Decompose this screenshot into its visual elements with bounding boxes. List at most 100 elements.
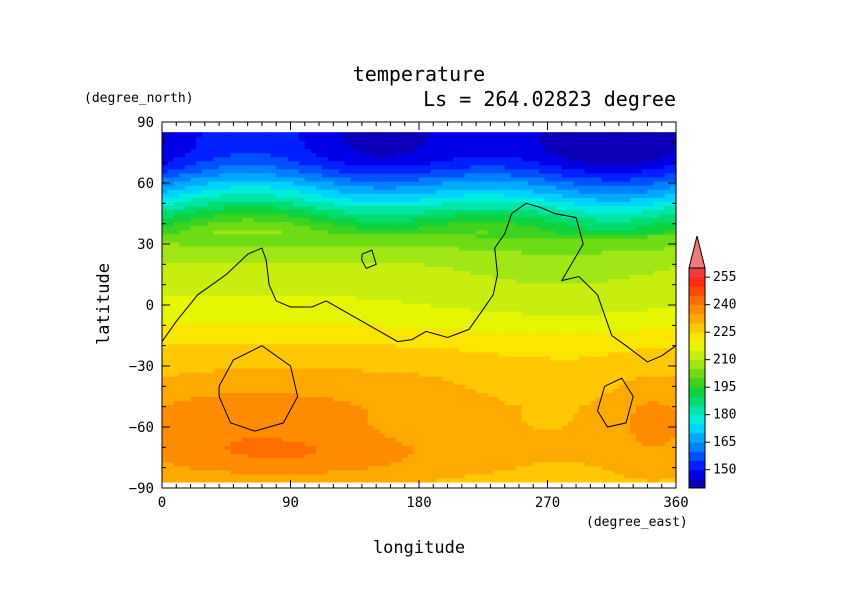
field-cell [407,172,414,178]
field-cell [179,246,186,251]
field-cell [190,246,197,251]
field-cell [299,132,306,137]
field-cell [447,359,454,365]
field-cell [481,359,489,365]
field-cell [424,437,432,442]
field-cell [167,225,175,231]
field-cell [201,392,209,398]
field-cell [247,453,254,459]
field-cell [481,408,489,414]
field-cell [173,144,180,150]
field-cell [287,193,294,198]
field-cell [270,144,277,150]
field-cell [224,339,232,345]
field-cell [270,359,277,365]
field-cell [241,136,249,141]
field-cell [356,189,363,194]
field-cell [299,270,306,276]
field-cell [344,274,352,280]
field-cell [373,404,380,410]
field-cell [487,388,494,394]
field-cell [316,282,323,288]
field-cell [299,213,306,219]
field-cell [281,331,289,337]
field-cell [281,400,289,406]
field-cell [470,424,477,430]
field-cell [224,172,232,178]
field-cell [436,185,443,190]
field-cell [241,453,249,459]
field-cell [264,416,272,422]
field-cell [373,449,380,455]
field-cell [316,217,323,223]
field-cell [201,132,209,137]
field-cell [413,136,420,141]
field-cell [441,254,449,259]
field-cell [201,323,209,328]
field-cell [270,274,277,280]
field-cell [396,290,403,296]
field-cell [350,453,357,459]
field-cell [464,335,471,341]
field-cell [441,180,449,186]
field-cell [190,302,197,308]
field-cell [424,368,432,373]
field-cell [184,237,192,243]
field-cell [276,315,283,320]
field-cell [276,270,283,276]
field-cell [321,363,329,369]
field-cell [304,469,312,475]
field-cell [270,404,277,410]
field-cell [476,270,483,276]
field-cell [424,339,432,345]
field-cell [333,473,340,479]
field-cell [344,408,352,414]
field-cell [373,400,380,406]
field-cell [350,363,357,369]
field-cell [196,396,203,402]
field-cell [213,441,220,446]
field-cell [458,290,466,296]
field-cell [173,359,180,365]
field-cell [384,229,392,235]
field-cell [481,400,489,406]
field-cell [464,453,471,459]
field-cell [441,152,449,158]
field-cell [173,473,180,479]
field-cell [264,396,272,402]
field-cell [184,441,192,446]
field-cell [339,477,346,483]
field-cell [470,355,477,361]
field-cell [236,445,243,450]
field-cell [481,201,489,206]
field-cell [487,189,494,194]
field-cell [384,339,392,345]
field-cell [321,266,329,272]
field-cell [304,205,312,211]
field-cell [487,359,494,365]
field-cell [476,441,483,446]
field-cell [213,274,220,280]
field-cell [270,294,277,300]
field-cell [184,266,192,272]
field-cell [264,294,272,300]
field-cell [190,339,197,345]
field-cell [259,327,266,333]
field-cell [487,132,494,137]
field-cell [401,172,409,178]
field-cell [304,351,312,357]
field-cell [293,473,300,479]
field-cell [327,311,334,316]
field-cell [447,160,454,166]
field-cell [276,323,283,328]
field-cell [270,335,277,341]
field-cell [401,237,409,243]
field-cell [384,453,392,459]
field-cell [224,437,232,442]
field-cell [236,229,243,235]
field-cell [339,250,346,255]
field-cell [196,241,203,247]
field-cell [201,416,209,422]
field-cell [453,359,460,365]
field-cell [401,270,409,276]
